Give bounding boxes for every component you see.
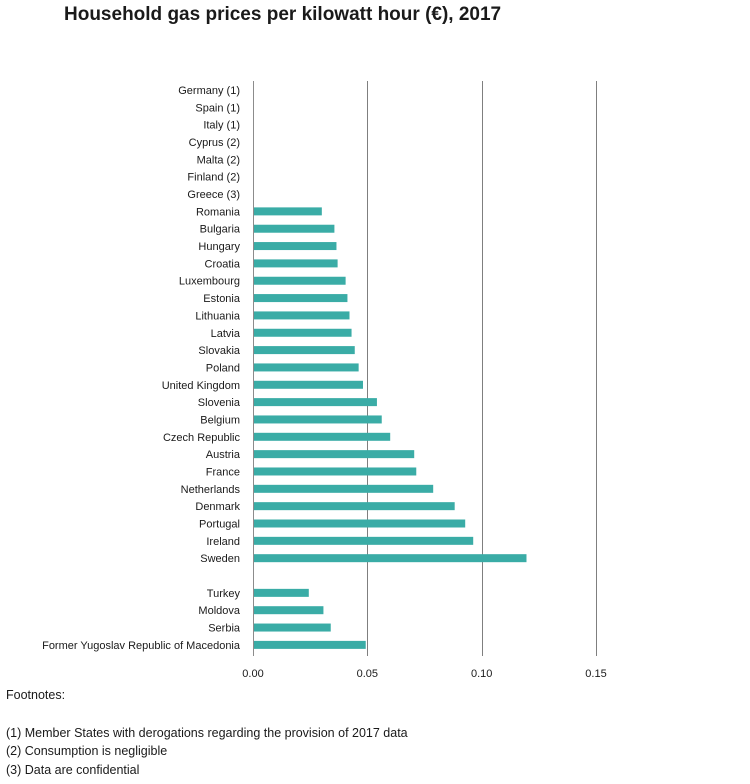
category-label: Bulgaria <box>200 224 241 236</box>
bar <box>254 536 474 545</box>
x-tick-label: 0.15 <box>585 668 606 680</box>
bar <box>254 363 359 372</box>
x-tick-label: 0.05 <box>357 668 378 680</box>
category-label: Portugal <box>199 519 240 531</box>
category-label: Germany (1) <box>178 85 240 97</box>
bar <box>254 640 366 649</box>
category-label: Greece (3) <box>187 189 240 201</box>
bar <box>254 415 382 424</box>
category-label: Finland (2) <box>187 172 240 184</box>
category-label: Croatia <box>205 258 241 270</box>
bar <box>254 484 434 493</box>
footnote-3: (3) Data are confidential <box>6 763 140 777</box>
bar <box>254 224 335 233</box>
bar <box>254 588 309 597</box>
bar <box>254 242 337 251</box>
bar <box>254 276 346 285</box>
category-label: Malta (2) <box>197 154 240 166</box>
category-label: Slovakia <box>198 345 240 357</box>
bar <box>254 259 338 268</box>
category-label: Sweden <box>200 553 240 565</box>
category-label: Spain (1) <box>195 102 240 114</box>
category-label: Romania <box>196 206 241 218</box>
bar <box>254 328 352 337</box>
category-label: Slovenia <box>198 397 241 409</box>
bar <box>254 519 466 528</box>
category-label: Belgium <box>200 414 240 426</box>
bar <box>254 398 377 407</box>
category-label: Estonia <box>203 293 241 305</box>
category-label: Denmark <box>195 501 240 513</box>
category-label: Netherlands <box>181 484 241 496</box>
bar <box>254 432 391 441</box>
category-label: Lithuania <box>195 310 241 322</box>
bar <box>254 450 415 459</box>
x-tick-label: 0.00 <box>242 668 263 680</box>
category-label: Hungary <box>198 241 240 253</box>
bar <box>254 207 322 216</box>
category-label: Serbia <box>208 623 241 635</box>
chart-title: Household gas prices per kilowatt hour (… <box>64 4 502 25</box>
bar <box>254 311 350 320</box>
category-label: France <box>206 466 240 478</box>
category-label: United Kingdom <box>162 380 240 392</box>
category-label: Moldova <box>198 605 240 617</box>
bar <box>254 554 527 563</box>
footnote-1: (1) Member States with derogations regar… <box>6 726 408 740</box>
category-label: Former Yugoslav Republic of Macedonia <box>42 640 241 652</box>
bar <box>254 502 455 511</box>
bar <box>254 467 417 476</box>
category-label: Austria <box>206 449 241 461</box>
category-label: Poland <box>206 362 240 374</box>
bar <box>254 623 331 632</box>
category-label: Czech Republic <box>163 432 241 444</box>
category-label: Cyprus (2) <box>189 137 240 149</box>
bar <box>254 294 348 303</box>
footnote-2: (2) Consumption is negligible <box>6 744 168 758</box>
bar <box>254 346 355 355</box>
category-label: Luxembourg <box>179 276 240 288</box>
category-label: Turkey <box>207 588 241 600</box>
category-label: Latvia <box>211 328 241 340</box>
footnotes-heading: Footnotes: <box>6 688 66 702</box>
category-label: Italy (1) <box>203 120 240 132</box>
x-tick-label: 0.10 <box>471 668 492 680</box>
bar <box>254 606 324 615</box>
bar <box>254 380 363 389</box>
category-label: Ireland <box>206 536 240 548</box>
